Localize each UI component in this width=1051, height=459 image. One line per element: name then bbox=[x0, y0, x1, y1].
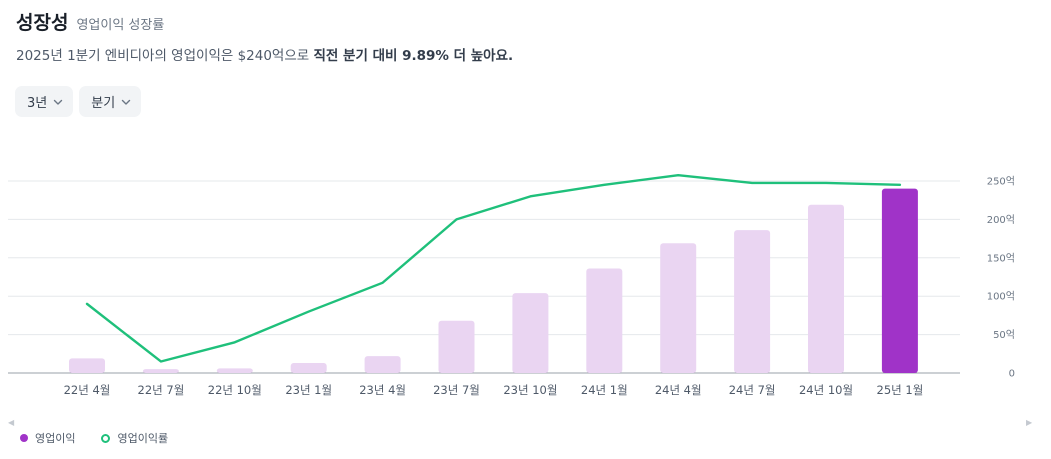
line-point[interactable] bbox=[155, 355, 167, 367]
x-tick-label: 25년 1월 bbox=[877, 383, 924, 397]
legend-label: 영업이익 bbox=[35, 432, 76, 445]
x-tick-label: 22년 7월 bbox=[138, 383, 185, 397]
summary-lead: 2025년 1분기 엔비디아의 영업이익은 $240억으로 bbox=[16, 48, 314, 64]
header: 성장성 영업이익 성장률 bbox=[16, 8, 164, 35]
bar[interactable] bbox=[216, 368, 253, 373]
x-tick-label: 22년 10월 bbox=[208, 383, 262, 397]
bar-series bbox=[69, 188, 918, 373]
x-tick-label: 24년 1월 bbox=[581, 383, 628, 397]
x-tick-label: 23년 10월 bbox=[503, 383, 557, 397]
legend-item-operating-margin[interactable]: 영업이익률 bbox=[101, 430, 168, 446]
y-tick-label: 50억 bbox=[993, 329, 1015, 341]
y-tick-label: 150억 bbox=[987, 252, 1015, 264]
line-point[interactable] bbox=[229, 336, 241, 348]
operating-profit-chart: 22년 4월 22년 7월 22년 10월 23년 1월 23년 4월 23년 7월 23년… bbox=[8, 169, 1015, 397]
x-tick-label: 24년 7월 bbox=[729, 383, 776, 397]
legend-item-operating-profit[interactable]: 영업이익 bbox=[20, 430, 75, 446]
x-axis-labels: 22년 4월 22년 7월 22년 10월 23년 1월 23년 4월 23년 7월 23년… bbox=[64, 383, 924, 397]
line-series bbox=[81, 169, 906, 367]
bar[interactable] bbox=[142, 369, 179, 373]
y-tick-label: 0 bbox=[1009, 369, 1015, 380]
y-tick-label: 200억 bbox=[987, 214, 1015, 226]
line-point[interactable] bbox=[377, 277, 389, 289]
chevron-down-icon bbox=[54, 99, 63, 105]
line-point[interactable] bbox=[303, 306, 315, 318]
interval-label: 분기 bbox=[91, 96, 116, 111]
line-point[interactable] bbox=[894, 179, 906, 191]
y-tick-label: 100억 bbox=[987, 291, 1015, 303]
interval-dropdown[interactable]: 분기 bbox=[79, 86, 142, 117]
summary-text: 2025년 1분기 엔비디아의 영업이익은 $240억으로 직전 분기 대비 9… bbox=[16, 44, 513, 64]
period-range-label: 3년 bbox=[27, 96, 48, 111]
section-subtitle: 영업이익 성장률 bbox=[76, 18, 165, 33]
x-tick-label: 23년 7월 bbox=[433, 383, 480, 397]
x-tick-label: 24년 10월 bbox=[799, 383, 853, 397]
section-title: 성장성 bbox=[16, 12, 69, 34]
bar[interactable] bbox=[364, 356, 401, 373]
scroll-right-icon[interactable]: ▶ bbox=[1026, 418, 1033, 427]
x-tick-label: 24년 4월 bbox=[655, 383, 702, 397]
bar[interactable] bbox=[438, 320, 475, 373]
line-point[interactable] bbox=[81, 298, 93, 310]
legend-bar-marker bbox=[20, 434, 28, 442]
bar[interactable] bbox=[881, 188, 918, 373]
line-path bbox=[85, 174, 902, 363]
line-point[interactable] bbox=[524, 190, 536, 202]
line-point[interactable] bbox=[820, 177, 832, 189]
chart-legend: 영업이익 영업이익률 bbox=[20, 430, 168, 446]
scroll-left-icon[interactable]: ◀ bbox=[8, 418, 15, 427]
y-axis-labels: 0 50억 100억 150억 200억 250억 bbox=[987, 176, 1015, 380]
x-tick-label: 23년 4월 bbox=[359, 383, 406, 397]
x-tick-label: 22년 4월 bbox=[64, 383, 111, 397]
x-tick-label: 23년 1월 bbox=[285, 383, 332, 397]
line-point[interactable] bbox=[598, 179, 610, 191]
line-point[interactable] bbox=[672, 169, 684, 181]
line-point[interactable] bbox=[746, 177, 758, 189]
bar[interactable] bbox=[69, 358, 105, 373]
y-tick-label: 250억 bbox=[987, 176, 1015, 188]
bar[interactable] bbox=[734, 230, 771, 373]
bar[interactable] bbox=[290, 363, 327, 373]
legend-label: 영업이익률 bbox=[117, 432, 169, 445]
bar[interactable] bbox=[808, 204, 844, 373]
line-point[interactable] bbox=[451, 213, 463, 225]
summary-emphasis: 직전 분기 대비 9.89% 더 높아요. bbox=[313, 48, 514, 64]
bar[interactable] bbox=[586, 268, 623, 373]
filter-bar: 3년 분기 bbox=[15, 86, 142, 117]
period-range-dropdown[interactable]: 3년 bbox=[15, 86, 74, 117]
legend-line-marker bbox=[101, 433, 111, 443]
bar[interactable] bbox=[512, 293, 549, 373]
bar[interactable] bbox=[660, 243, 697, 373]
chevron-down-icon bbox=[121, 99, 131, 105]
